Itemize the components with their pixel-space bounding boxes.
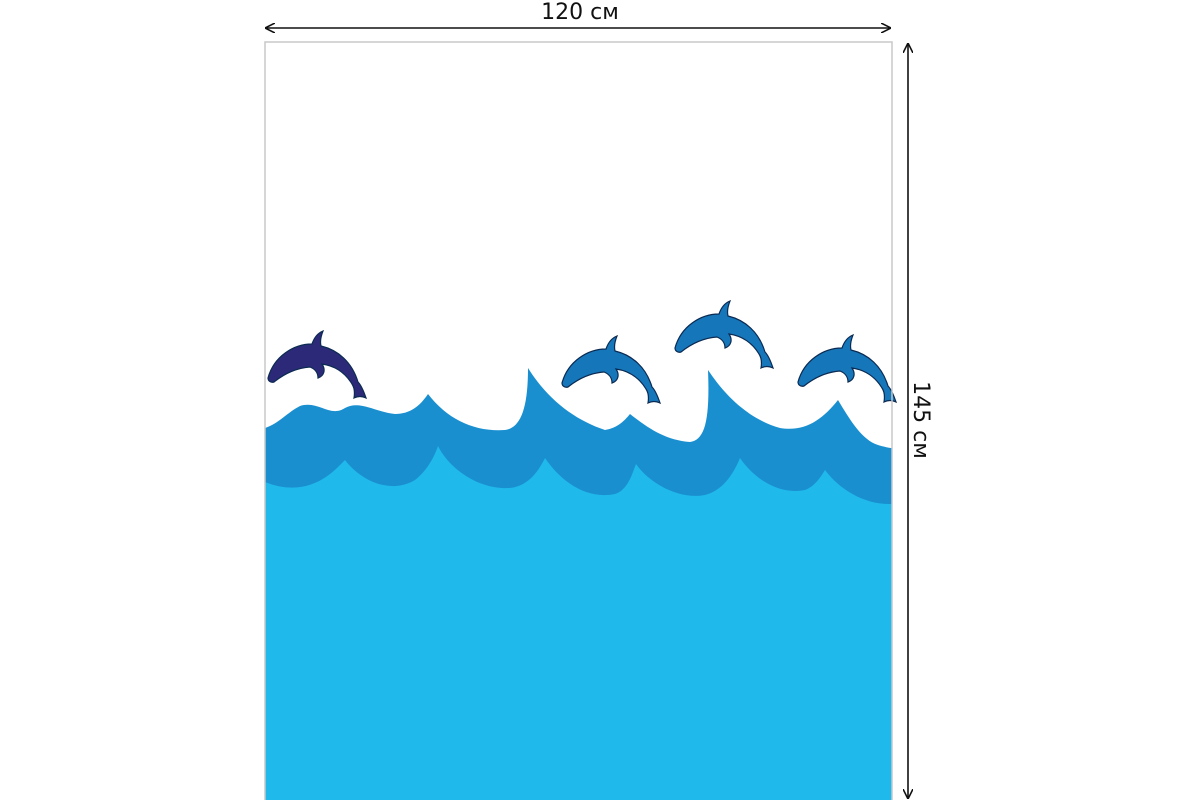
curtain-panel [264,41,897,803]
width-label: 120 см [541,0,619,25]
height-label: 145 см [908,381,933,459]
waves-group [265,368,892,802]
sea-body [265,446,892,802]
